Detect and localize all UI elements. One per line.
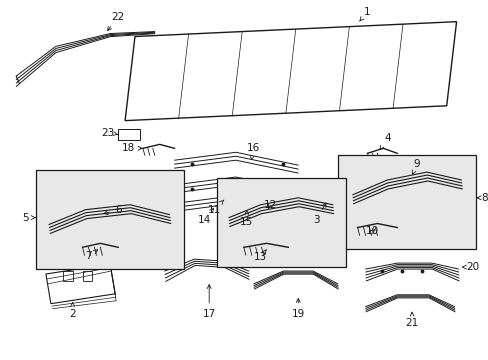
Text: 20: 20 <box>466 262 479 272</box>
Bar <box>82 271 92 281</box>
Text: 22: 22 <box>107 12 124 31</box>
Bar <box>36 170 184 269</box>
Text: 6: 6 <box>104 205 121 215</box>
Text: 7: 7 <box>85 250 98 261</box>
Text: 3: 3 <box>312 203 325 225</box>
Text: 5: 5 <box>22 213 29 222</box>
Bar <box>337 155 475 249</box>
Text: 4: 4 <box>379 134 390 149</box>
Text: 9: 9 <box>411 159 420 175</box>
Bar <box>118 129 140 140</box>
Text: 12: 12 <box>264 200 277 210</box>
Text: 19: 19 <box>291 298 304 319</box>
Text: 21: 21 <box>405 312 418 328</box>
Bar <box>217 178 345 267</box>
Text: 18: 18 <box>121 143 142 153</box>
Text: 11: 11 <box>207 200 224 215</box>
Text: 1: 1 <box>359 7 370 21</box>
Text: 16: 16 <box>246 143 260 159</box>
Text: 23: 23 <box>102 127 118 138</box>
Text: 17: 17 <box>202 285 215 319</box>
Text: 13: 13 <box>253 249 267 262</box>
Text: 15: 15 <box>240 211 253 226</box>
Text: 14: 14 <box>197 208 213 225</box>
Bar <box>62 271 73 281</box>
Text: 2: 2 <box>69 302 76 319</box>
Text: 10: 10 <box>365 226 378 237</box>
Text: 8: 8 <box>480 193 487 203</box>
